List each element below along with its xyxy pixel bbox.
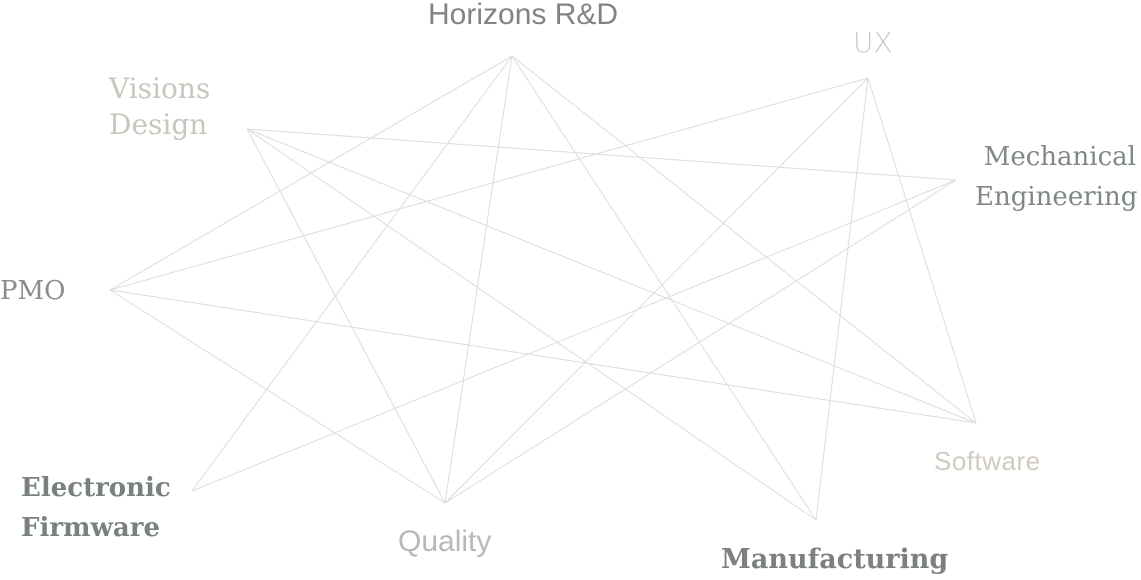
- node-label-visions-design: Visions Design: [109, 71, 210, 143]
- edge-horizons-quality: [444, 55, 513, 504]
- node-label-visions-line1: Visions: [109, 72, 211, 105]
- edge-pmo-quality: [109, 289, 446, 504]
- edge-visions-software: [246, 128, 977, 424]
- edge-horizons-software: [511, 55, 977, 424]
- edge-horizons-manufacturing: [511, 55, 817, 521]
- node-label-pmo: PMO: [0, 276, 66, 306]
- node-label-mechanical-engineering: Mechanical Engineering: [975, 137, 1138, 217]
- edge-visions-manufacturing: [246, 128, 817, 521]
- edge-ux-manufacturing: [815, 77, 869, 521]
- node-label-software: Software: [934, 446, 1041, 476]
- node-label-visions-line2: Design: [109, 108, 208, 141]
- edge-horizons-electronic: [191, 55, 513, 492]
- node-label-mech-line2: Engineering: [975, 182, 1138, 212]
- edge-mech-electronic: [191, 179, 957, 492]
- node-label-electronic-line1: Electronic: [21, 473, 171, 503]
- edge-pmo-software: [109, 289, 977, 424]
- node-label-electronic-firmware: Electronic Firmware: [21, 468, 171, 548]
- edge-visions-quality: [246, 128, 446, 504]
- node-label-mech-line1: Mechanical: [983, 142, 1136, 172]
- edge-ux-quality: [444, 77, 869, 504]
- edge-ux-pmo: [109, 77, 869, 291]
- node-label-ux: UX: [853, 26, 893, 59]
- edge-ux-software: [867, 77, 977, 424]
- edge-mech-quality: [444, 179, 957, 504]
- node-label-quality: Quality: [398, 525, 492, 558]
- edge-visions-mech: [246, 128, 957, 181]
- node-label-manufacturing: Manufacturing: [721, 544, 949, 575]
- edge-group: [109, 55, 977, 521]
- node-label-electronic-line2: Firmware: [21, 513, 161, 543]
- node-label-horizons: Horizons R&D: [428, 0, 619, 31]
